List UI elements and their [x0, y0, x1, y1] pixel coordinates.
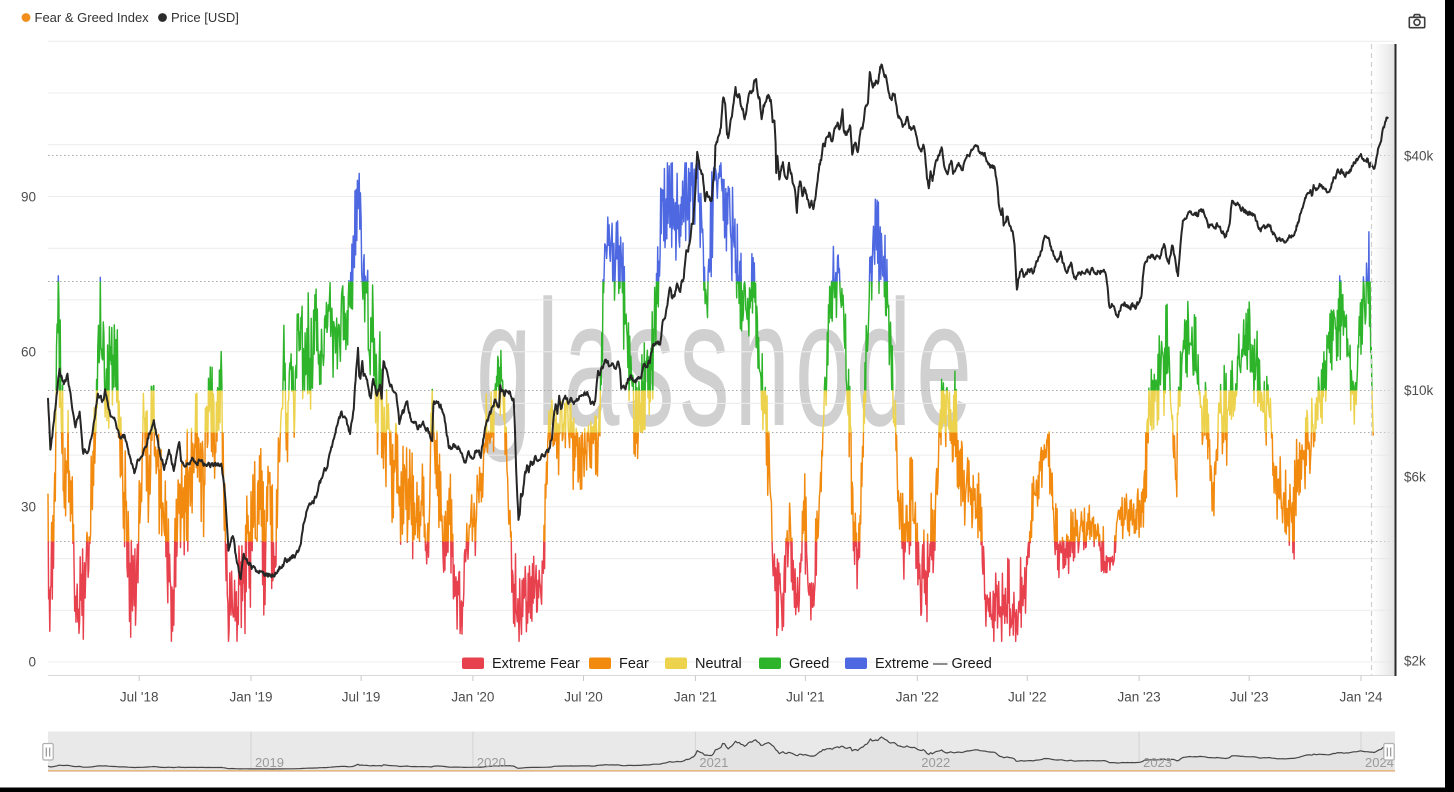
svg-text:Extreme Fear: Extreme Fear	[492, 656, 580, 672]
svg-text:$6k: $6k	[1404, 470, 1426, 485]
svg-text:30: 30	[21, 500, 36, 515]
svg-text:Extreme — Greed: Extreme — Greed	[875, 656, 992, 672]
svg-text:Jul '23: Jul '23	[1230, 690, 1269, 705]
svg-text:2022: 2022	[921, 755, 950, 770]
svg-text:0: 0	[28, 655, 36, 670]
svg-text:Jul '19: Jul '19	[342, 690, 381, 705]
svg-text:$40k: $40k	[1404, 149, 1434, 164]
svg-text:Jan '19: Jan '19	[229, 690, 272, 705]
svg-text:Jan '24: Jan '24	[1339, 690, 1383, 705]
svg-text:2019: 2019	[255, 755, 284, 770]
svg-text:Jan '22: Jan '22	[896, 690, 939, 705]
svg-text:Fear: Fear	[619, 656, 649, 672]
svg-text:60: 60	[21, 345, 36, 360]
svg-text:2020: 2020	[477, 755, 506, 770]
svg-text:Jan '23: Jan '23	[1118, 690, 1161, 705]
svg-text:Jul '20: Jul '20	[564, 690, 603, 705]
svg-text:Fear & Greed Index: Fear & Greed Index	[35, 10, 150, 25]
svg-text:Jan '20: Jan '20	[451, 690, 494, 705]
svg-text:Jan '21: Jan '21	[674, 690, 717, 705]
svg-text:$2k: $2k	[1404, 654, 1426, 669]
svg-text:2023: 2023	[1143, 755, 1172, 770]
svg-text:Greed: Greed	[789, 656, 829, 672]
svg-text:90: 90	[21, 190, 36, 205]
svg-text:glassnode: glassnode	[476, 263, 977, 463]
svg-text:Neutral: Neutral	[695, 656, 742, 672]
svg-text:Jul '18: Jul '18	[120, 690, 159, 705]
svg-text:$10k: $10k	[1404, 383, 1434, 398]
svg-text:2021: 2021	[699, 755, 728, 770]
svg-text:Jul '21: Jul '21	[786, 690, 825, 705]
svg-text:Price [USD]: Price [USD]	[171, 10, 239, 25]
svg-text:Jul '22: Jul '22	[1008, 690, 1047, 705]
